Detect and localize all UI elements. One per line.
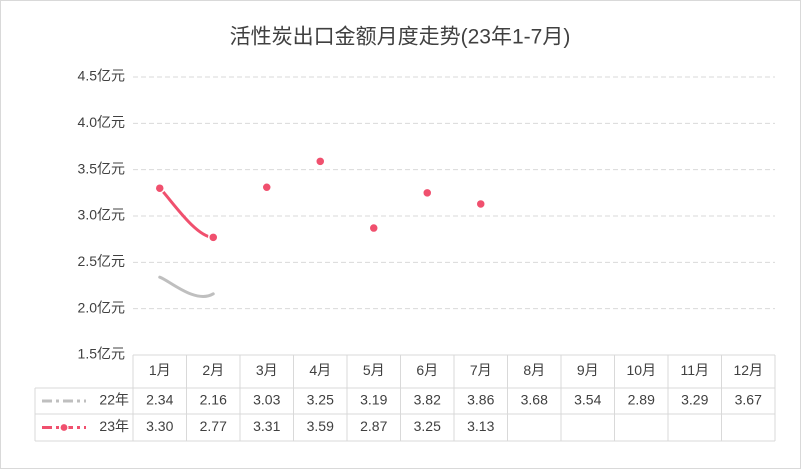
point-marker: [208, 232, 219, 243]
series-line: [158, 275, 215, 298]
y-tick-label: 3.5亿元: [78, 160, 125, 176]
table-value: 3.19: [360, 392, 387, 408]
chart-title: 活性炭出口金额月度走势(23年1-7月): [230, 26, 571, 49]
x-tick-label: 4月: [309, 362, 331, 378]
x-tick-label: 5月: [363, 362, 385, 378]
y-tick-label: 4.0亿元: [78, 114, 125, 130]
table-value: 3.82: [414, 392, 441, 408]
table-value: 3.13: [467, 418, 494, 434]
x-tick-label: 3月: [256, 362, 278, 378]
x-tick-label: 1月: [149, 362, 171, 378]
y-tick-label: 1.5亿元: [78, 346, 125, 362]
table-value: 2.89: [628, 392, 655, 408]
point-marker: [368, 222, 379, 234]
legend-label: 22年: [99, 392, 129, 408]
x-tick-label: 6月: [416, 362, 438, 378]
table-value: 3.25: [307, 392, 334, 408]
table-value: 3.31: [253, 418, 280, 434]
table-value: 3.29: [681, 392, 708, 408]
legend-label: 23年: [99, 418, 129, 434]
table-value: 3.59: [307, 418, 334, 434]
table-value: 2.87: [360, 418, 387, 434]
table-value: 3.25: [414, 418, 441, 434]
x-tick-label: 12月: [733, 362, 763, 378]
point-marker: [154, 182, 165, 194]
y-tick-label: 2.0亿元: [78, 299, 125, 315]
table-value: 2.16: [200, 392, 227, 408]
point-marker: [422, 187, 433, 199]
table-value: 3.03: [253, 392, 280, 408]
point-marker: [475, 198, 486, 210]
table-value: 3.30: [146, 418, 173, 434]
x-tick-label: 2月: [202, 362, 224, 378]
table-value: 3.68: [521, 392, 548, 408]
table-value: 3.54: [574, 392, 601, 408]
x-tick-label: 7月: [470, 362, 492, 378]
y-tick-label: 4.5亿元: [78, 68, 125, 84]
x-tick-label: 10月: [626, 362, 656, 378]
table-value: 2.34: [146, 392, 173, 408]
table-value: 3.67: [735, 392, 762, 408]
x-tick-label: 11月: [680, 362, 709, 378]
y-tick-label: 2.5亿元: [78, 253, 125, 269]
legend-marker: [59, 422, 69, 433]
table-value: 2.77: [200, 418, 227, 434]
x-tick-label: 9月: [577, 362, 599, 378]
point-marker: [315, 156, 326, 167]
point-marker: [261, 182, 272, 193]
x-tick-label: 8月: [523, 362, 545, 378]
table-value: 3.86: [467, 392, 494, 408]
y-tick-label: 3.0亿元: [78, 207, 125, 223]
